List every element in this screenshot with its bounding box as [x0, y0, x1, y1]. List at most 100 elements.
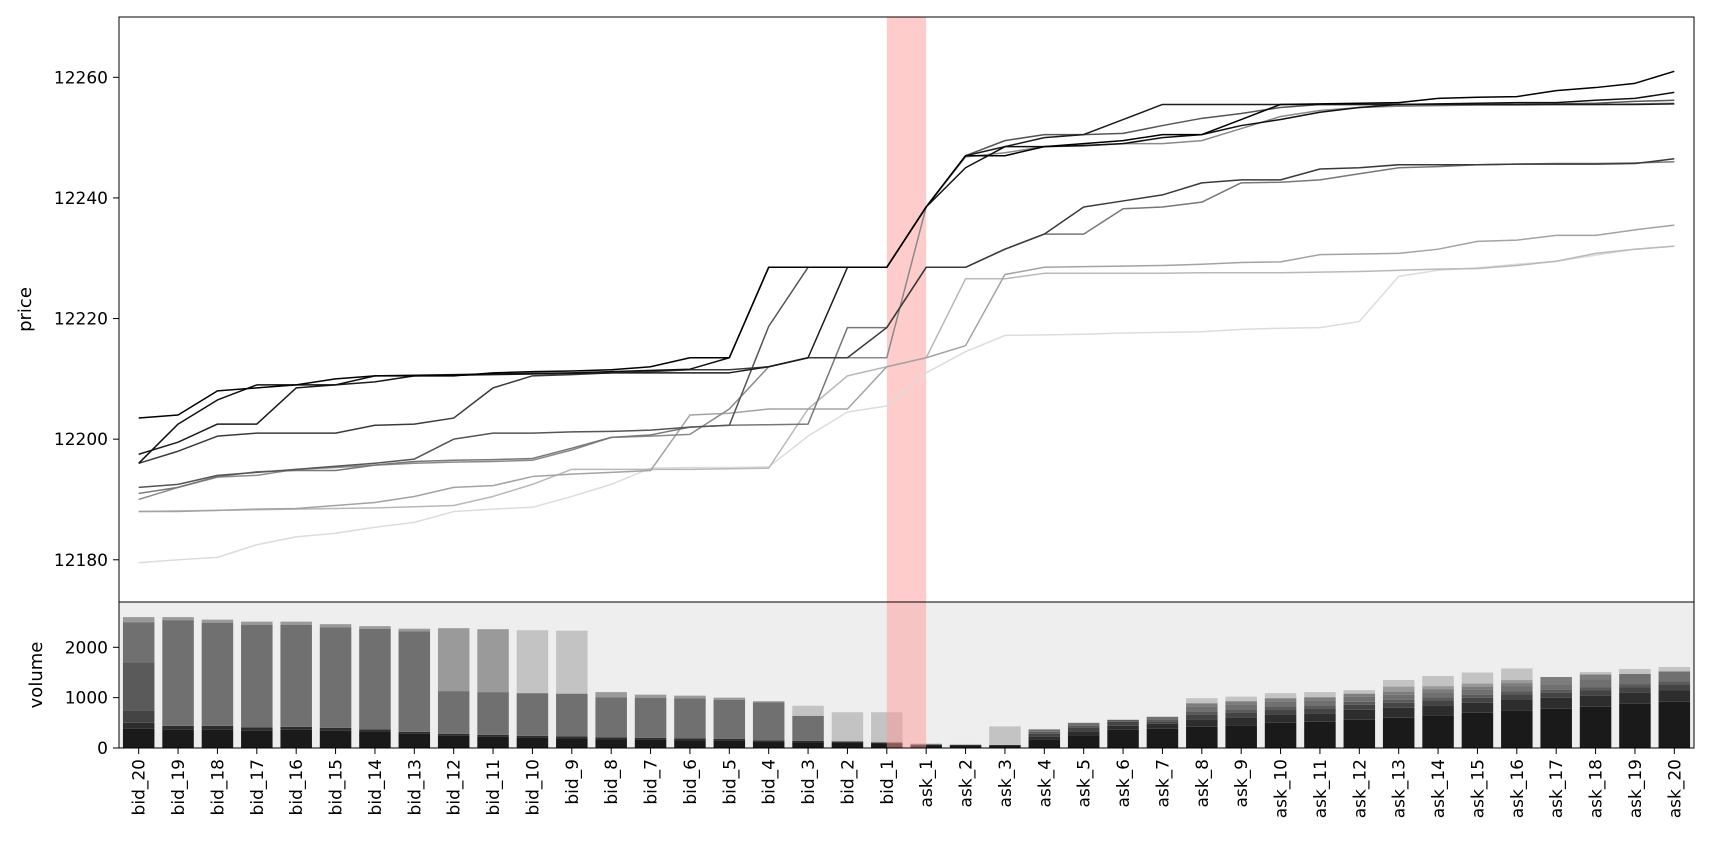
xtick-label-bid_5: bid_5	[720, 759, 740, 805]
volume-bar-ask_15-layer-3	[1461, 697, 1494, 703]
volume-bar-bid_9-layer-5	[556, 693, 588, 737]
xtick-label-bid_18: bid_18	[208, 759, 228, 815]
volume-bar-bid_12-layer-7	[437, 628, 470, 692]
xtick-label-bid_20: bid_20	[130, 759, 150, 815]
volume-bar-bid_10-layer-1	[516, 737, 549, 748]
volume-bar-ask_18-layer-6	[1579, 674, 1612, 680]
xtick-label-ask_20: ask_20	[1665, 759, 1685, 818]
price-line-4	[138, 157, 1675, 465]
xtick-label-ask_10: ask_10	[1272, 759, 1292, 818]
xtick-label-bid_9: bid_9	[563, 759, 583, 805]
volume-bar-ask_2-layer-2	[949, 744, 982, 746]
volume-bar-bid_5-layer-5	[713, 699, 746, 739]
volume-bar-bid_16-layer-5	[280, 624, 312, 727]
volume-bar-bid_15-layer-5	[319, 627, 352, 728]
volume-bar-bid_18-layer-7	[201, 619, 234, 623]
volume-bar-ask_11-layer-5	[1304, 700, 1336, 706]
xtick-label-bid_6: bid_6	[681, 759, 701, 805]
volume-bar-ask_11-layer-4	[1304, 705, 1336, 709]
volume-bar-ask_13-layer-2	[1382, 707, 1415, 718]
volume-bar-bid_6-layer-2	[674, 738, 706, 741]
volume-bar-ask_13-layer-3	[1382, 702, 1415, 708]
xtick-label-ask_13: ask_13	[1390, 759, 1410, 818]
volume-bar-ask_19-layer-3	[1619, 687, 1651, 693]
volume-bar-ask_5-layer-5	[1067, 722, 1100, 726]
volume-bar-ask_13-layer-4	[1382, 699, 1415, 703]
volume-bar-ask_2-layer-8	[949, 743, 982, 745]
volume-bar-ask_20-layer-4	[1658, 681, 1691, 685]
volume-bar-ask_8-layer-2	[1186, 719, 1218, 727]
volume-bar-ask_20-layer-1	[1658, 701, 1691, 748]
volume-bar-ask_14-layer-7	[1422, 686, 1454, 690]
volume-bar-bid_20-layer-1	[122, 728, 155, 748]
volume-bar-ask_18-layer-3	[1579, 690, 1612, 696]
volume-bar-bid_13-layer-7	[398, 628, 431, 632]
volume-bar-ask_7-layer-4	[1146, 719, 1179, 722]
volume-bar-ask_17-layer-2	[1540, 697, 1572, 709]
volume-bar-ask_16-layer-3	[1501, 694, 1533, 700]
volume-bar-ask_16-layer-6	[1501, 683, 1533, 687]
volume-bar-bid_17-layer-5	[241, 624, 273, 728]
price-line-10	[138, 245, 1675, 564]
xtick-label-bid_15: bid_15	[327, 759, 347, 815]
price-line-8	[138, 224, 1675, 513]
volume-bar-bid_9-layer-8	[556, 630, 588, 694]
volume-bar-bid_16-layer-7	[280, 621, 312, 625]
volume-bar-ask_6-layer-4	[1107, 719, 1139, 722]
volume-bar-ask_11-layer-3	[1304, 708, 1336, 714]
volume-bar-bid_17-layer-7	[241, 621, 273, 625]
volume-bar-bid_5-layer-2	[713, 738, 746, 741]
volume-bar-bid_3-layer-1	[792, 742, 824, 748]
volume-bar-bid_13-layer-2	[398, 731, 431, 734]
volume-bar-bid_11-layer-1	[477, 736, 509, 748]
volume-bar-ask_15-layer-1	[1461, 712, 1494, 748]
volume-bar-ask_12-layer-8	[1343, 690, 1376, 694]
volume-bar-bid_2-layer-1	[831, 742, 864, 748]
xtick-label-ask_2: ask_2	[957, 759, 977, 807]
volume-ytick-label: 0	[97, 739, 108, 759]
volume-bar-ask_7-layer-1	[1146, 728, 1179, 748]
volume-bar-bid_14-layer-5	[359, 628, 391, 730]
volume-bar-ask_3-layer-1	[989, 745, 1021, 748]
volume-bar-ask_17-layer-5	[1540, 684, 1572, 690]
volume-bar-ask_16-layer-2	[1501, 699, 1533, 711]
volume-bar-bid_3-layer-2	[792, 740, 824, 743]
volume-bar-bid_4-layer-5	[752, 702, 785, 741]
volume-bar-ask_14-layer-5	[1422, 692, 1454, 698]
volume-bar-ask_20-layer-3	[1658, 684, 1691, 691]
volume-bar-ask_16-layer-5	[1501, 686, 1533, 692]
xtick-label-ask_12: ask_12	[1350, 759, 1370, 818]
volume-bar-ask_19-layer-4	[1619, 684, 1651, 688]
volume-ytick-label: 1000	[65, 689, 108, 709]
volume-bar-ask_14-layer-4	[1422, 697, 1454, 701]
volume-bar-bid_4-layer-1	[752, 741, 785, 748]
volume-bar-bid_19-layer-1	[162, 729, 194, 748]
volume-bar-ask_13-layer-5	[1382, 694, 1415, 700]
volume-bar-bid_14-layer-7	[359, 626, 391, 629]
volume-bar-ask_16-layer-8	[1501, 668, 1533, 681]
volume-bar-ask_7-layer-3	[1146, 721, 1179, 724]
volume-bar-ask_16-layer-4	[1501, 691, 1533, 695]
volume-bar-bid_20-layer-2	[122, 722, 155, 729]
volume-bar-bid_20-layer-4	[122, 662, 155, 711]
volume-bar-ask_3-layer-8	[989, 726, 1021, 745]
volume-bar-ask_18-layer-2	[1579, 695, 1612, 707]
axes-layer	[113, 16, 1695, 754]
xtick-label-bid_13: bid_13	[405, 759, 425, 815]
volume-bar-ask_13-layer-6	[1382, 691, 1415, 695]
volume-bar-ask_4-layer-5	[1028, 729, 1061, 732]
volume-bar-ask_12-layer-1	[1343, 719, 1376, 748]
volume-bar-ask_9-layer-2	[1225, 717, 1257, 726]
volume-bar-ask_5-layer-1	[1067, 735, 1100, 748]
volume-bar-ask_9-layer-4	[1225, 709, 1257, 713]
xtick-label-ask_4: ask_4	[1035, 759, 1055, 807]
volume-bar-bid_18-layer-5	[201, 622, 234, 726]
volume-bar-ask_15-layer-8	[1461, 672, 1494, 684]
price-ytick-label: 12260	[54, 68, 108, 88]
volume-bar-bid_5-layer-7	[713, 697, 746, 700]
xtick-label-ask_8: ask_8	[1193, 759, 1213, 807]
xtick-label-bid_3: bid_3	[799, 759, 819, 805]
volume-bar-bid_13-layer-1	[398, 733, 431, 748]
volume-bar-ask_4-layer-3	[1028, 733, 1061, 737]
xtick-label-ask_16: ask_16	[1508, 759, 1528, 818]
